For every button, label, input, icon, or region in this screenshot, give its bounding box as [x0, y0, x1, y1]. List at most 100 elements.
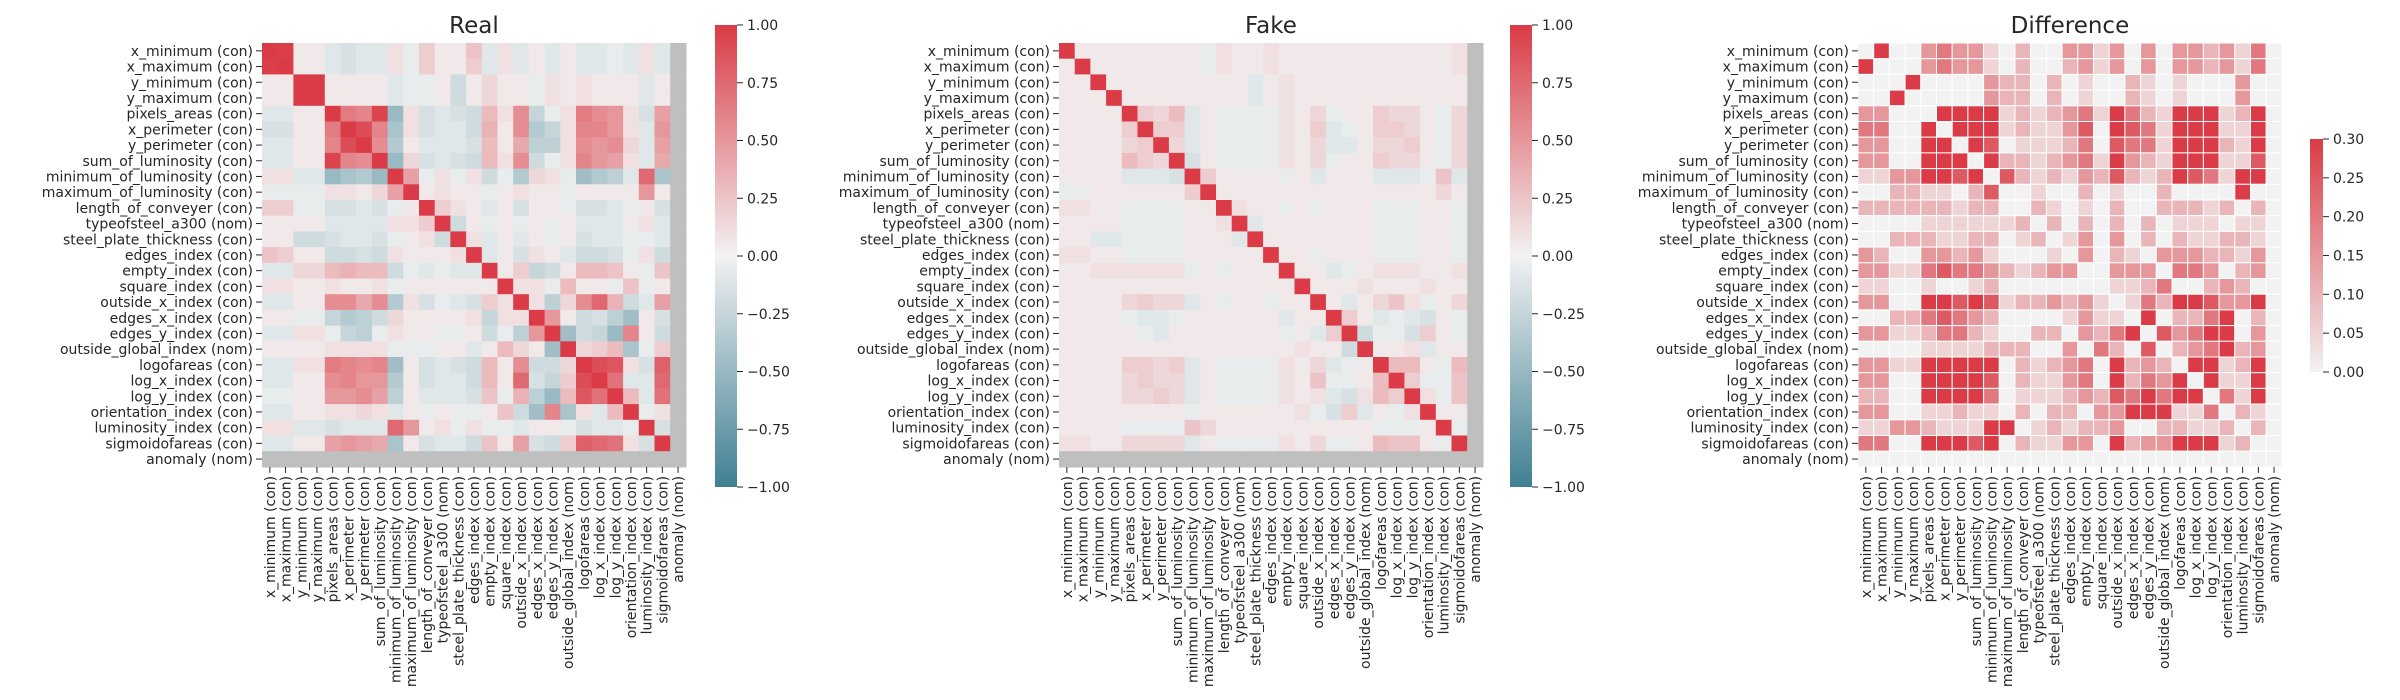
heatmap-cell-p1-r3-c5	[1137, 90, 1154, 107]
heatmap-cell-p2-r6-c22	[2202, 136, 2220, 154]
ytick-label-minimum-of-luminosity-con: minimum_of_luminosity (con)	[843, 169, 1050, 185]
heatmap-cell-p0-r11-c14	[481, 215, 499, 232]
heatmap-cell-p2-r23-c18	[2140, 403, 2157, 421]
heatmap-cell-p1-r11-c16	[1310, 215, 1327, 232]
heatmap-cell-p0-r14-c26	[670, 262, 687, 280]
xtick-label-sigmoidofareas-con: sigmoidofareas (con)	[655, 476, 671, 624]
heatmap-cell-p1-r26-c4	[1121, 451, 1139, 468]
heatmap-cell-p1-r19-c5	[1137, 341, 1154, 358]
ytick-label-sum-of-luminosity-con: sum_of_luminosity (con)	[880, 154, 1051, 170]
heatmap-cell-p2-r25-c6	[1951, 435, 1969, 452]
heatmap-cell-p2-r7-c26	[2265, 152, 2283, 170]
heatmap-cell-p0-r1-c25	[654, 58, 671, 75]
heatmap-cell-p2-r12-c3	[1904, 230, 1922, 248]
heatmap-cell-p1-r9-c13	[1263, 184, 1280, 201]
heatmap-cell-p0-r25-c7	[371, 435, 389, 452]
heatmap-cell-p2-r1-c12	[2045, 58, 2063, 75]
heatmap-cell-p0-r20-c10	[419, 357, 436, 374]
heatmap-cell-p2-r20-c7	[1967, 356, 1985, 374]
heatmap-cell-p1-r3-c11	[1231, 90, 1248, 107]
heatmap-cell-p1-r7-c23	[1420, 152, 1437, 170]
heatmap-cell-p0-r25-c21	[591, 435, 608, 452]
heatmap-cell-p2-r14-c4	[1920, 262, 1938, 279]
heatmap-cell-p2-r19-c5	[1936, 340, 1953, 358]
heatmap-cell-p1-r0-c5	[1137, 43, 1154, 60]
heatmap-cell-p0-r13-c15	[497, 247, 514, 264]
heatmap-cell-p2-r6-c21	[2187, 136, 2204, 154]
heatmap-cell-p1-r26-c12	[1247, 451, 1264, 468]
heatmap-cell-p2-r12-c18	[2140, 230, 2157, 248]
heatmap-cell-p2-r8-c5	[1936, 168, 1953, 185]
heatmap-cell-p2-r22-c2	[1888, 387, 1906, 405]
heatmap-cell-p1-r6-c13	[1263, 137, 1280, 154]
heatmap-cell-p2-r9-c20	[2171, 183, 2189, 201]
ytick-label-outside-x-index-con: outside_x_index (con)	[897, 295, 1050, 311]
heatmap-cell-p1-r10-c15	[1294, 200, 1311, 217]
heatmap-cell-p2-r0-c3	[1904, 42, 1922, 60]
heatmap-cell-p2-r18-c16	[2108, 325, 2126, 342]
heatmap-cell-p1-r10-c2	[1090, 200, 1107, 217]
heatmap-cell-p0-r8-c24	[638, 168, 656, 185]
heatmap-cell-p1-r3-c18	[1341, 90, 1358, 107]
heatmap-cell-p1-r20-c13	[1263, 357, 1280, 374]
heatmap-cell-p2-r11-c8	[1983, 215, 2000, 232]
heatmap-cell-p0-r2-c17	[528, 74, 546, 91]
heatmap-cell-p1-r21-c21	[1388, 372, 1405, 389]
heatmap-cell-p0-r3-c8	[387, 90, 404, 107]
heatmap-cell-p0-r26-c13	[466, 451, 483, 468]
heatmap-cell-p1-r10-c7	[1168, 200, 1186, 217]
heatmap-cell-p2-r15-c0	[1857, 278, 1875, 295]
heatmap-cell-p0-r16-c5	[340, 294, 357, 311]
heatmap-cell-p0-r21-c0	[262, 372, 279, 389]
heatmap-cell-p2-r1-c15	[2093, 58, 2110, 75]
xtick-label-logofareas-con: logofareas (con)	[1374, 476, 1390, 590]
heatmap-cell-p2-r8-c7	[1967, 168, 1985, 185]
heatmap-cell-p2-r3-c7	[1967, 89, 1985, 107]
heatmap-cell-p1-r5-c9	[1200, 121, 1217, 138]
heatmap-cell-p2-r0-c6	[1951, 42, 1969, 60]
heatmap-cell-p2-r23-c22	[2202, 403, 2220, 421]
heatmap-cell-p1-r3-c8	[1184, 90, 1201, 107]
heatmap-cell-p1-r24-c4	[1121, 419, 1139, 437]
heatmap-cell-p2-r25-c7	[1967, 435, 1985, 452]
heatmap-cell-p0-r16-c9	[403, 294, 420, 311]
heatmap-cell-p1-r25-c6	[1153, 435, 1170, 452]
heatmap-cell-p1-r16-c25	[1451, 294, 1468, 311]
heatmap-cell-p1-r12-c11	[1231, 231, 1248, 248]
heatmap-cell-p0-r15-c3	[309, 278, 326, 295]
heatmap-cell-p0-r5-c8	[387, 121, 404, 138]
heatmap-cell-p2-r20-c18	[2140, 356, 2157, 374]
heatmap-cell-p0-r3-c0	[262, 90, 279, 107]
heatmap-cell-p2-r18-c11	[2030, 325, 2047, 342]
heatmap-cell-p1-r25-c13	[1263, 435, 1280, 452]
heatmap-cell-p1-r21-c24	[1435, 372, 1453, 389]
heatmap-cell-p1-r7-c1	[1074, 152, 1091, 170]
heatmap-cell-p2-r14-c19	[2155, 262, 2173, 279]
heatmap-cell-p0-r26-c2	[293, 451, 310, 468]
heatmap-cell-p1-r10-c19	[1357, 200, 1374, 217]
heatmap-cell-p2-r5-c6	[1951, 121, 1969, 138]
heatmap-cell-p2-r24-c6	[1951, 419, 1969, 436]
heatmap-cell-p1-r26-c17	[1325, 451, 1343, 468]
heatmap-cell-p2-r23-c23	[2218, 403, 2236, 421]
heatmap-cell-p2-r17-c3	[1904, 309, 1922, 327]
heatmap-cell-p0-r1-c1	[277, 58, 294, 75]
heatmap-cell-p1-r7-c12	[1247, 152, 1264, 170]
heatmap-cell-p1-r14-c19	[1357, 262, 1374, 280]
heatmap-cell-p2-r18-c13	[2061, 325, 2079, 342]
heatmap-cell-p1-r11-c10	[1216, 215, 1233, 232]
heatmap-cell-p1-r8-c7	[1168, 168, 1186, 185]
heatmap-cell-p2-r16-c12	[2045, 293, 2063, 311]
heatmap-cell-p1-r18-c11	[1231, 325, 1248, 342]
heatmap-cell-p2-r4-c5	[1936, 105, 1953, 123]
heatmap-cell-p0-r18-c0	[262, 325, 279, 342]
heatmap-cell-p1-r6-c7	[1168, 137, 1186, 154]
heatmap-cell-p0-r3-c18	[544, 90, 561, 107]
ytick-label-y-perimeter-con: y_perimeter (con)	[1724, 138, 1849, 154]
heatmap-cell-p0-r15-c1	[277, 278, 294, 295]
heatmap-cell-p2-r14-c14	[2077, 262, 2095, 279]
heatmap-cell-p0-r8-c5	[340, 168, 357, 185]
heatmap-cell-p2-r24-c20	[2171, 419, 2189, 436]
heatmap-cell-p2-r20-c17	[2124, 356, 2142, 374]
heatmap-cell-p0-r18-c21	[591, 325, 608, 342]
